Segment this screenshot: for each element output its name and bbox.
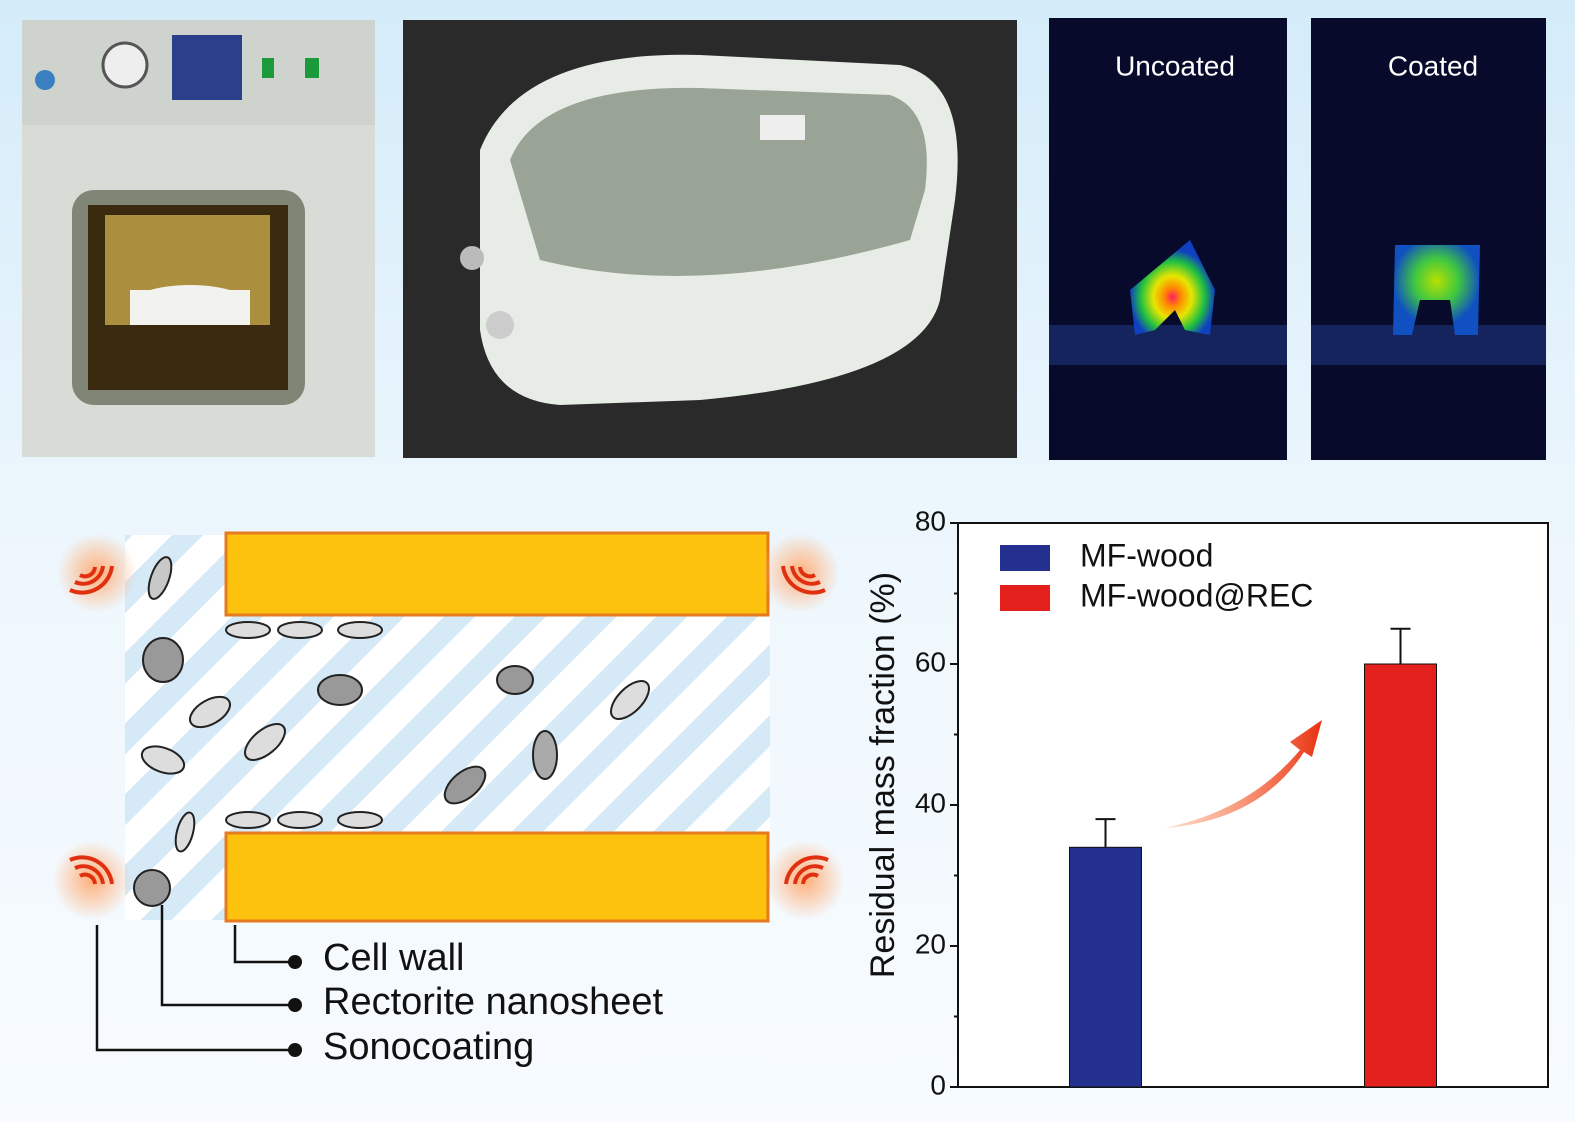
error-bar: [1095, 818, 1116, 848]
diagram-label: Rectorite nanosheet: [323, 981, 664, 1023]
arrow: [1165, 720, 1322, 828]
y-tick-label: 80: [915, 505, 946, 536]
y-axis-label: Residual mass fraction (%): [864, 572, 902, 978]
bath-photo: [403, 20, 1017, 458]
bar-chart: Residual mass fraction (%) 0 20 40 60 80 MF-w…: [864, 505, 1549, 1100]
legend-swatch: [1000, 585, 1050, 611]
y-tick-label: 20: [915, 928, 946, 959]
image-label: Coated: [1388, 50, 1478, 81]
legend-label: MF-wood@REC: [1080, 577, 1313, 613]
diagram-label: Sonocoating: [323, 1026, 534, 1068]
diagram: Cell wall Rectorite nanosheet Sonocoatin…: [52, 531, 845, 1068]
image-label: Uncoated: [1115, 50, 1235, 81]
legend-swatch: [1000, 545, 1050, 571]
bar: [1364, 663, 1437, 1088]
legend-label: MF-wood: [1080, 537, 1213, 573]
bar: [1069, 846, 1142, 1088]
thermal-coated: Coated: [1311, 18, 1546, 460]
y-tick-label: 60: [915, 646, 946, 677]
plot-area: [957, 522, 1549, 1088]
thermal-uncoated: Uncoated: [1049, 18, 1287, 460]
oven-photo: [22, 20, 375, 457]
diagram-label: Cell wall: [323, 937, 464, 979]
y-tick-label: 0: [930, 1069, 946, 1100]
y-tick-label: 40: [915, 787, 946, 818]
error-bar: [1390, 627, 1411, 664]
